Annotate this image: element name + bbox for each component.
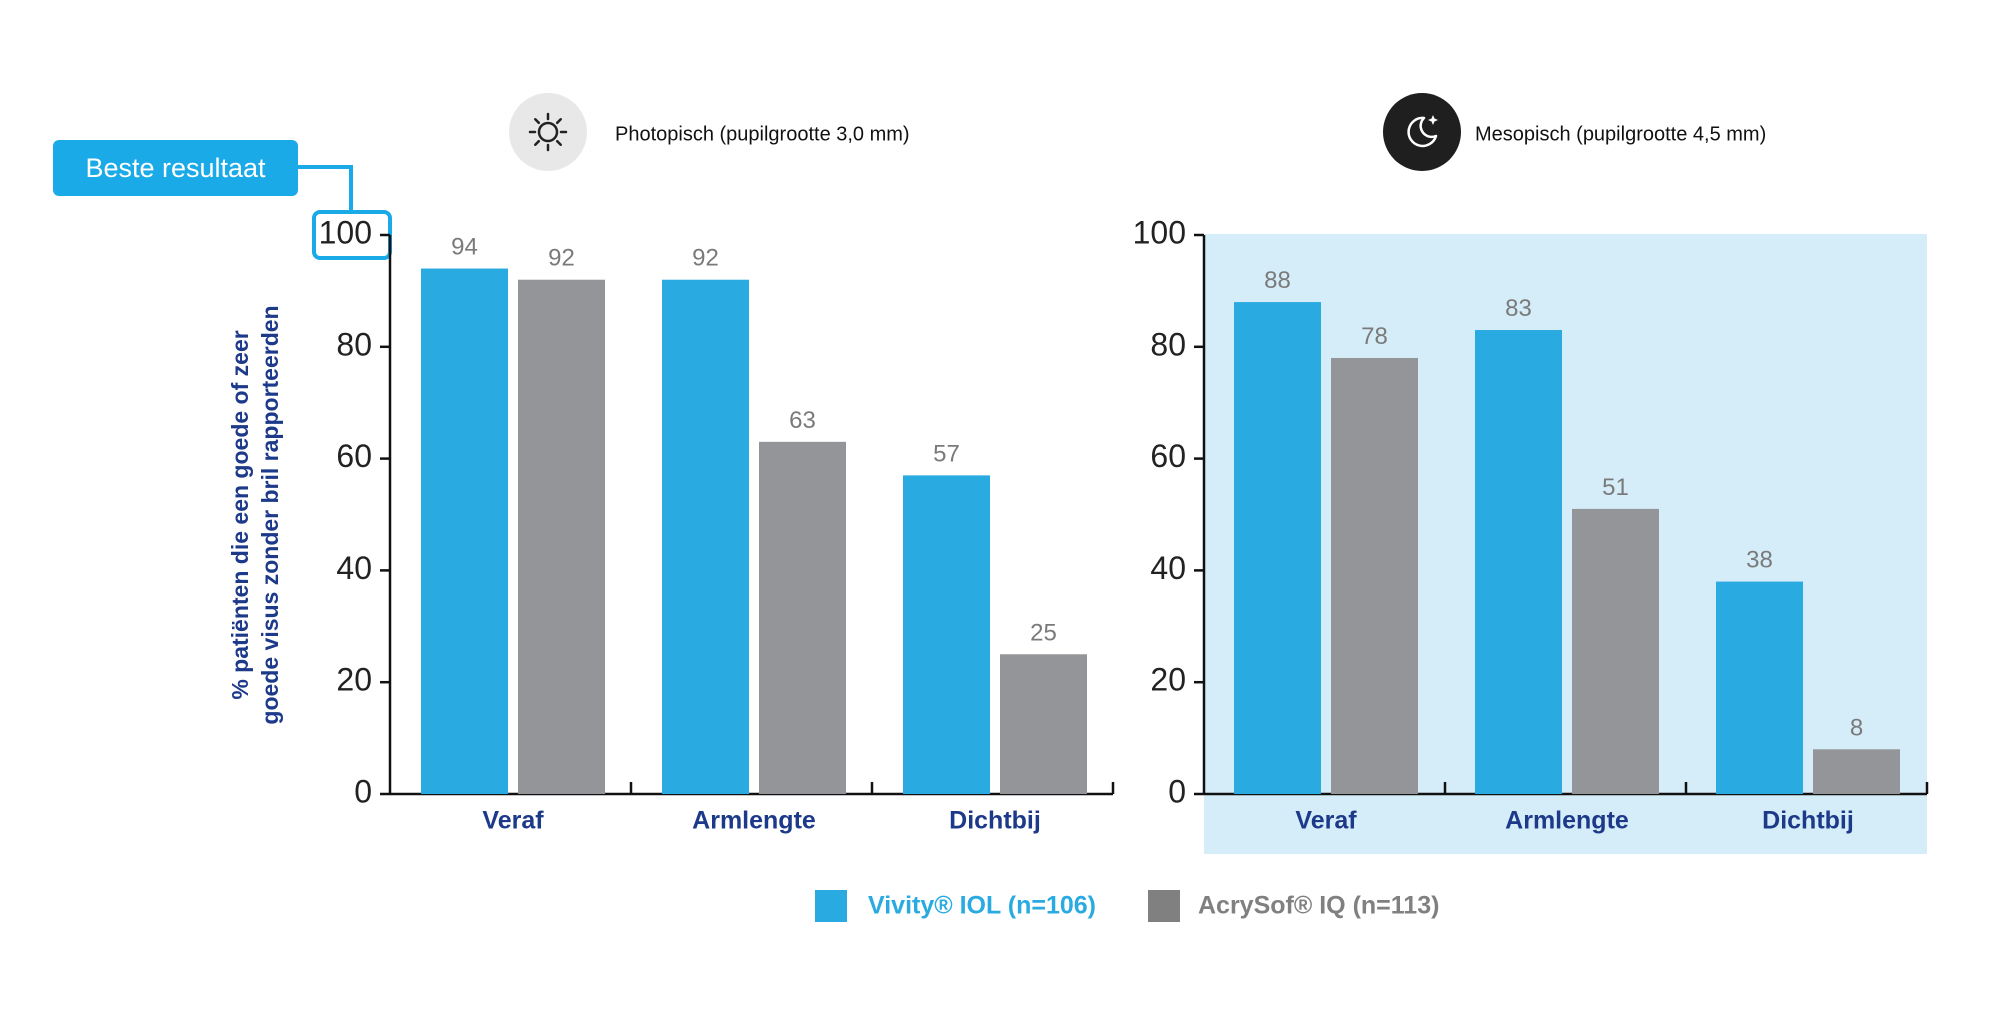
category-label: Armlengte (692, 807, 816, 835)
bar-acrysof (759, 441, 846, 794)
y-tick-label: 80 (1150, 326, 1186, 362)
bar-value-label: 92 (548, 245, 575, 272)
y-tick-label: 40 (336, 550, 372, 586)
bar-value-label: 57 (933, 440, 960, 467)
bar-value-label: 94 (451, 234, 478, 261)
bar-value-label: 88 (1264, 267, 1291, 294)
sun-icon (509, 93, 587, 171)
moon-icon (1383, 93, 1461, 171)
best-result-badge: Beste resultaat (53, 140, 298, 196)
bar-acrysof (1813, 749, 1900, 794)
legend-label: Vivity® IOL (n=106) (868, 892, 1096, 920)
y-tick-label: 0 (1168, 773, 1186, 809)
y-tick-label: 80 (336, 326, 372, 362)
bar-acrysof (1000, 654, 1087, 794)
chart-title: Mesopisch (pupilgrootte 4,5 mm) (1475, 123, 1766, 145)
chart-title: Photopisch (pupilgrootte 3,0 mm) (615, 123, 910, 145)
bar-value-label: 38 (1746, 547, 1773, 574)
category-label: Veraf (482, 807, 544, 835)
y-tick-label: 20 (1150, 662, 1186, 698)
y-tick-label: 40 (1150, 550, 1186, 586)
y-axis-title-line1: % patiënten die een goede of zeer (227, 330, 253, 699)
y-tick-label: 100 (319, 214, 372, 250)
badge-connector (298, 165, 353, 212)
category-label: Armlengte (1505, 807, 1629, 835)
bar-vivity (421, 268, 508, 794)
legend: Vivity® IOL (n=106) AcrySof® IQ (n=113) (815, 890, 1439, 922)
bar-vivity (1716, 581, 1803, 794)
bar-value-label: 92 (692, 245, 719, 272)
y-tick-label: 60 (336, 438, 372, 474)
bar-vivity (662, 279, 749, 795)
y-tick-label: 100 (1133, 214, 1186, 250)
y-tick-label: 0 (354, 773, 372, 809)
legend-swatch (815, 890, 847, 922)
bar-value-label: 25 (1030, 619, 1057, 646)
bar-vivity (1234, 302, 1321, 794)
chart-photopic: Photopisch (pupilgrootte 3,0 mm) 0 20 40 60 8… (319, 93, 1115, 835)
y-tick-label: 60 (1150, 438, 1186, 474)
category-label: Veraf (1295, 807, 1357, 835)
bar-acrysof (1572, 508, 1659, 794)
bar-acrysof (518, 279, 605, 795)
bar-value-label: 78 (1361, 323, 1388, 350)
bar-value-label: 51 (1602, 474, 1629, 501)
y-tick-label: 20 (336, 662, 372, 698)
legend-swatch (1148, 890, 1180, 922)
mesopic-background (1204, 234, 1927, 854)
bar-value-label: 63 (789, 407, 816, 434)
bar-vivity (1475, 330, 1562, 794)
y-axis-title-line2: goede visus zonder bril rapporteerden (257, 305, 283, 724)
legend-label: AcrySof® IQ (n=113) (1198, 892, 1439, 920)
category-label: Dichtbij (1762, 807, 1854, 835)
bar-acrysof (1331, 357, 1418, 794)
bar-vivity (903, 475, 990, 794)
bar-value-label: 83 (1505, 295, 1532, 322)
chart-mesopic: Mesopisch (pupilgrootte 4,5 mm) 0 20 40 60 80… (1133, 93, 1929, 854)
category-label: Dichtbij (949, 807, 1041, 835)
bar-value-label: 8 (1850, 714, 1863, 741)
